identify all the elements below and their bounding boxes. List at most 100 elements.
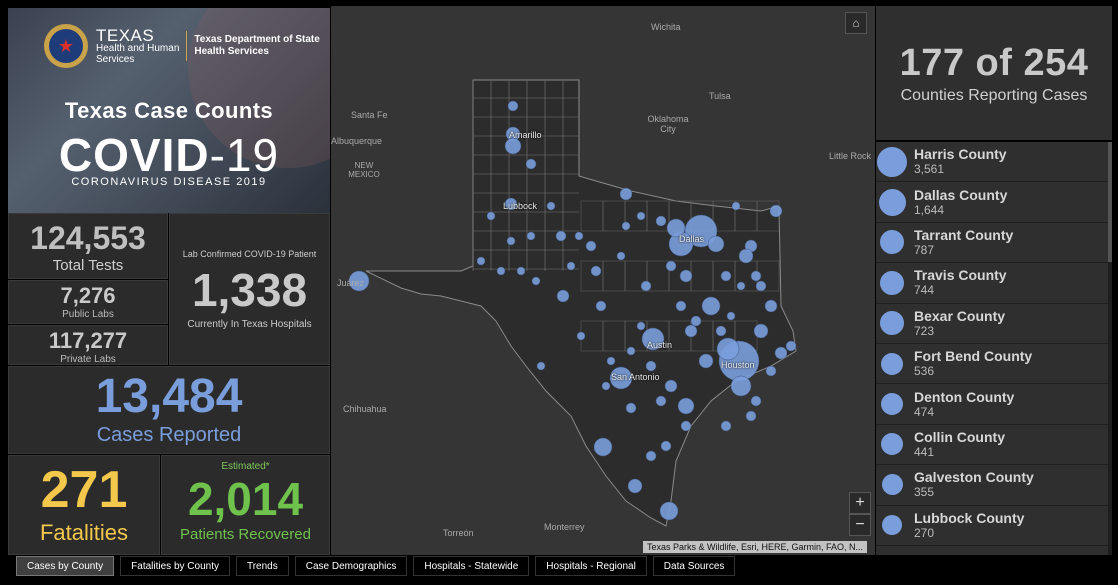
- county-case-bubble[interactable]: [764, 299, 778, 313]
- county-case-bubble[interactable]: [755, 280, 767, 292]
- county-case-bubble[interactable]: [556, 289, 570, 303]
- county-case-bubble[interactable]: [659, 501, 679, 521]
- tab-hospitals-statewide[interactable]: Hospitals - Statewide: [413, 556, 530, 576]
- county-case-bubble[interactable]: [526, 231, 536, 241]
- county-case-bubble[interactable]: [677, 397, 695, 415]
- county-case-bubble[interactable]: [664, 379, 678, 393]
- tab-case-demographics[interactable]: Case Demographics: [294, 556, 408, 576]
- county-case-bubble[interactable]: [616, 251, 626, 261]
- county-case-bubble[interactable]: [645, 360, 657, 372]
- county-list-item[interactable]: Fort Bend County 536: [876, 344, 1108, 385]
- tab-fatalities-by-county[interactable]: Fatalities by County: [120, 556, 230, 576]
- county-case-bubble[interactable]: [507, 100, 519, 112]
- county-case-bubble[interactable]: [707, 235, 725, 253]
- map-attribution[interactable]: Texas Parks & Wildlife, Esri, HERE, Garm…: [642, 541, 867, 553]
- county-case-bubble[interactable]: [525, 158, 537, 170]
- county-case-bubble[interactable]: [531, 276, 541, 286]
- county-case-bubble[interactable]: [619, 187, 633, 201]
- county-case-bubble[interactable]: [625, 402, 637, 414]
- county-case-bubble[interactable]: [574, 231, 584, 241]
- county-case-bubble[interactable]: [595, 300, 607, 312]
- county-case-bubble[interactable]: [745, 410, 757, 422]
- county-case-bubble[interactable]: [348, 270, 370, 292]
- county-case-bubble[interactable]: [684, 214, 718, 248]
- tab-data-sources[interactable]: Data Sources: [652, 556, 736, 576]
- county-case-bubble[interactable]: [486, 211, 496, 221]
- county-case-bubble[interactable]: [555, 230, 567, 242]
- county-case-bubble[interactable]: [774, 346, 788, 360]
- county-case-bubble[interactable]: [679, 269, 693, 283]
- county-case-bubble[interactable]: [666, 218, 686, 238]
- county-case-bubble[interactable]: [731, 201, 741, 211]
- county-case-bubble[interactable]: [566, 261, 576, 271]
- county-case-bubble[interactable]: [665, 260, 677, 272]
- county-case-bubble[interactable]: [645, 450, 657, 462]
- county-case-bubble[interactable]: [698, 353, 714, 369]
- county-case-bubble[interactable]: [716, 337, 740, 361]
- county-case-bubble[interactable]: [636, 321, 646, 331]
- minus-icon[interactable]: −: [849, 514, 871, 536]
- county-case-bubble[interactable]: [640, 280, 652, 292]
- county-case-bubble[interactable]: [576, 331, 586, 341]
- county-case-bubble[interactable]: [504, 137, 522, 155]
- county-list-item[interactable]: Collin County 441: [876, 425, 1108, 466]
- county-case-bubble[interactable]: [590, 265, 602, 277]
- county-case-bubble[interactable]: [684, 324, 698, 338]
- county-map[interactable]: Wichita Tulsa Oklahoma City Santa Fe Alb…: [331, 6, 875, 555]
- county-case-bubble[interactable]: [736, 281, 746, 291]
- county-case-bubble[interactable]: [720, 270, 732, 282]
- county-case-bubble[interactable]: [546, 201, 556, 211]
- county-case-bubble[interactable]: [536, 361, 546, 371]
- county-case-bubble[interactable]: [680, 420, 692, 432]
- county-case-bubble[interactable]: [606, 356, 616, 366]
- map-canvas[interactable]: [331, 6, 875, 555]
- county-list-item[interactable]: Dallas County 1,644: [876, 182, 1108, 223]
- county-list-scrollbar[interactable]: [1108, 142, 1112, 555]
- tab-cases-by-county[interactable]: Cases by County: [16, 556, 115, 576]
- county-case-bubble[interactable]: [720, 420, 732, 432]
- county-list-item[interactable]: Travis County 744: [876, 263, 1108, 304]
- county-list-item[interactable]: Denton County 474: [876, 384, 1108, 425]
- county-case-bubble[interactable]: [496, 266, 506, 276]
- county-case-bubble[interactable]: [785, 340, 797, 352]
- county-case-bubble[interactable]: [753, 323, 769, 339]
- county-case-bubble[interactable]: [621, 221, 631, 231]
- county-case-bubble[interactable]: [655, 395, 667, 407]
- county-case-bubble[interactable]: [655, 215, 667, 227]
- county-case-bubble[interactable]: [636, 211, 646, 221]
- scrollbar-thumb[interactable]: [1108, 142, 1112, 262]
- county-case-bubble[interactable]: [726, 311, 736, 321]
- county-case-bubble[interactable]: [738, 248, 754, 264]
- case-bubbles[interactable]: [348, 100, 797, 521]
- county-case-bubble[interactable]: [769, 204, 783, 218]
- county-case-bubble[interactable]: [585, 240, 597, 252]
- county-case-bubble[interactable]: [690, 315, 702, 327]
- county-list-item[interactable]: Galveston County 355: [876, 465, 1108, 506]
- county-list-item[interactable]: Bexar County 723: [876, 304, 1108, 344]
- tab-hospitals-regional[interactable]: Hospitals - Regional: [535, 556, 647, 576]
- county-case-bubble[interactable]: [641, 327, 665, 351]
- county-case-bubble[interactable]: [609, 366, 633, 390]
- county-case-bubble[interactable]: [715, 325, 727, 337]
- county-case-bubble[interactable]: [504, 197, 518, 211]
- county-list-item[interactable]: Lubbock County 270: [876, 506, 1108, 546]
- county-case-bubble[interactable]: [601, 381, 611, 391]
- county-case-bubble[interactable]: [750, 270, 762, 282]
- tab-trends[interactable]: Trends: [235, 556, 289, 576]
- plus-icon[interactable]: +: [849, 492, 871, 514]
- county-case-bubble[interactable]: [701, 296, 721, 316]
- county-case-bubble[interactable]: [675, 300, 687, 312]
- county-case-bubble[interactable]: [506, 236, 516, 246]
- county-case-bubble[interactable]: [750, 395, 762, 407]
- county-case-bubble[interactable]: [765, 365, 777, 377]
- county-case-bubble[interactable]: [516, 266, 526, 276]
- county-case-bubble[interactable]: [730, 375, 752, 397]
- county-case-bubble[interactable]: [626, 346, 636, 356]
- county-list[interactable]: Harris County 3,561 Dallas County 1,644 Tarr…: [876, 142, 1108, 555]
- home-icon[interactable]: ⌂: [845, 12, 867, 34]
- county-case-bubble[interactable]: [476, 256, 486, 266]
- county-case-bubble[interactable]: [593, 437, 613, 457]
- county-list-item[interactable]: Tarrant County 787: [876, 223, 1108, 264]
- county-case-bubble[interactable]: [660, 440, 672, 452]
- county-list-item[interactable]: Harris County 3,561: [876, 142, 1108, 183]
